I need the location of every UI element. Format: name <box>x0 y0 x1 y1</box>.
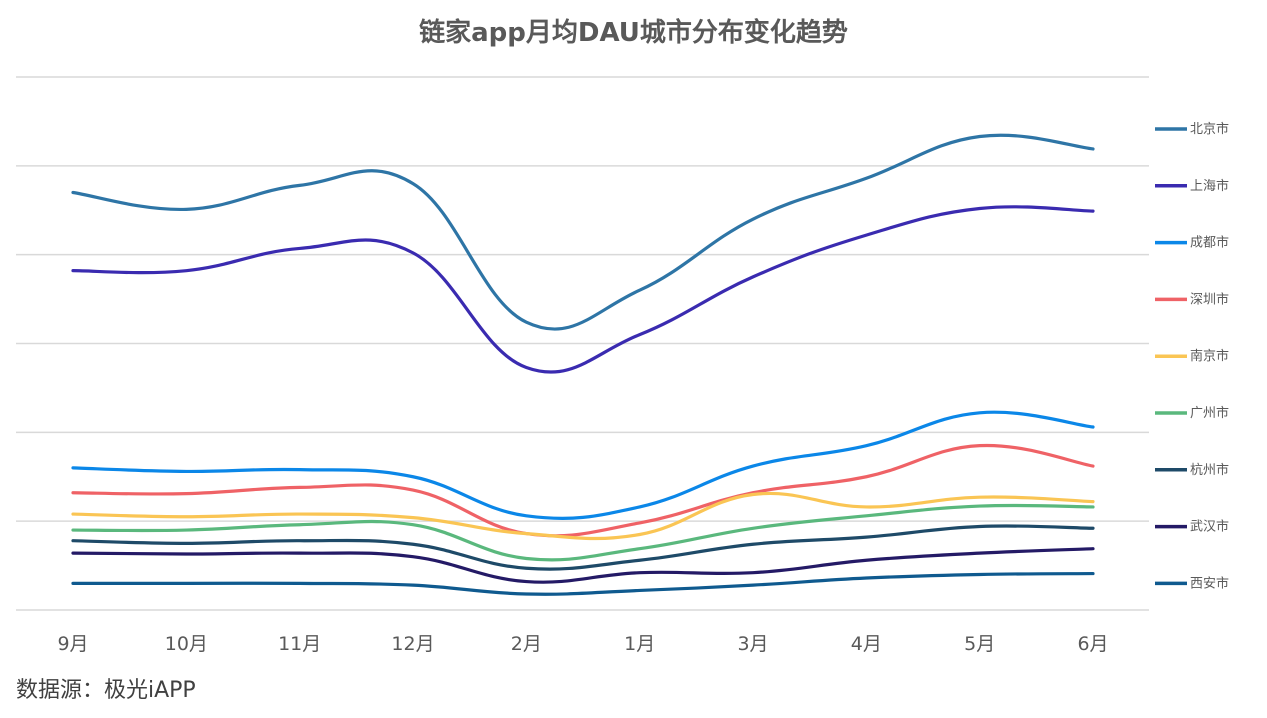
series-line <box>71 503 1095 562</box>
x-tick-label: 1月 <box>624 633 655 655</box>
legend-label: 北京市 <box>1190 121 1229 137</box>
legend-label: 成都市 <box>1190 235 1229 251</box>
series-line <box>71 571 1095 596</box>
x-tick-label: 6月 <box>1077 633 1108 655</box>
gridlines <box>16 76 1149 611</box>
x-tick-label: 4月 <box>851 633 882 655</box>
legend-label: 广州市 <box>1190 405 1229 421</box>
x-tick-label: 3月 <box>737 633 768 655</box>
series-line <box>71 547 1095 584</box>
source-note: 数据源：极光iAPP <box>16 678 196 703</box>
x-axis-ticks: 9月 10月 11月 12月 2月 1月 3月 4月 5月 6月 <box>57 633 1108 655</box>
legend-label: 西安市 <box>1190 575 1229 591</box>
legend-label: 南京市 <box>1190 348 1229 364</box>
legend-label: 杭州市 <box>1190 462 1229 478</box>
series-line <box>71 205 1095 374</box>
series-line <box>71 133 1095 331</box>
x-tick-label: 9月 <box>57 633 88 655</box>
series-line <box>71 491 1095 541</box>
x-tick-label: 12月 <box>391 633 434 655</box>
x-tick-label: 10月 <box>165 633 208 655</box>
legend-label: 上海市 <box>1190 178 1229 194</box>
series-line <box>71 410 1095 521</box>
series-line <box>71 524 1095 571</box>
series-line <box>71 443 1095 538</box>
x-tick-label: 5月 <box>964 633 995 655</box>
x-tick-label: 2月 <box>511 633 542 655</box>
legend-label: 武汉市 <box>1190 519 1229 535</box>
chart-title: 链家app月均DAU城市分布变化趋势 <box>419 18 848 48</box>
series-lines <box>71 133 1095 596</box>
legend-label: 深圳市 <box>1190 291 1229 307</box>
x-tick-label: 11月 <box>278 633 321 655</box>
